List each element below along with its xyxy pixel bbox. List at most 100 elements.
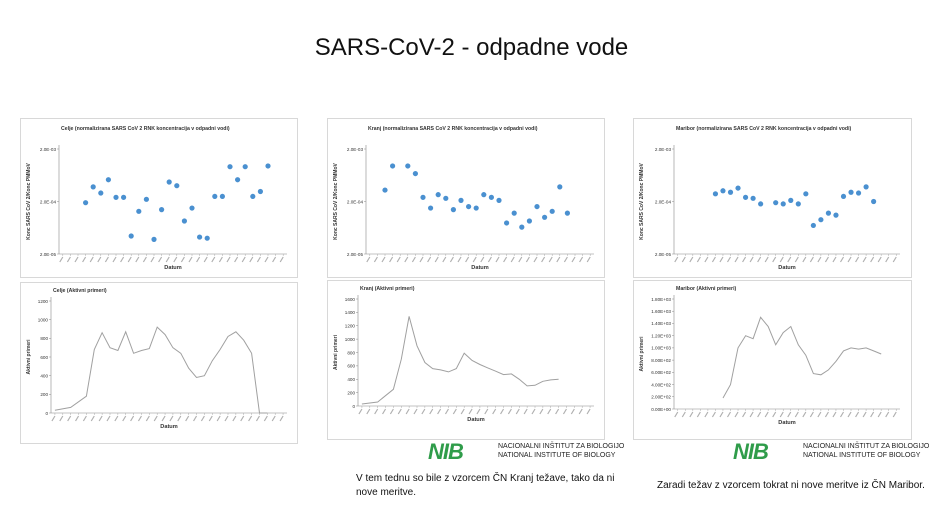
data-point <box>712 191 719 197</box>
x-tick-label <box>885 411 890 418</box>
x-tick-label <box>421 408 426 415</box>
data-point <box>250 193 256 200</box>
x-tick-label <box>839 256 845 263</box>
data-point <box>242 164 248 170</box>
x-tick-label <box>500 408 505 415</box>
x-tick-label <box>211 256 216 263</box>
x-tick-label <box>256 256 261 263</box>
x-tick-label <box>507 408 512 415</box>
y-tick-label: 2.0E-03 <box>655 147 672 152</box>
x-tick-label <box>114 415 119 422</box>
x-tick-label <box>757 256 762 263</box>
data-point <box>557 184 563 190</box>
nib-logo-kranj: NIB NACIONALNI INŠTITUT ZA BIOLOGIJO NAT… <box>428 440 628 464</box>
x-tick-label <box>742 411 747 418</box>
data-point <box>504 220 510 226</box>
data-point <box>488 194 494 200</box>
chart-title: Maribor (normalizirana SARS CoV 2 RNK ko… <box>676 126 852 132</box>
y-axis-label: Konc SARS CoV 2/Konc PMMoV <box>333 163 339 240</box>
celje-concentration-panel: Celje (normalizirana SARS CoV 2 RNK konc… <box>20 118 298 278</box>
x-tick-label <box>847 411 852 418</box>
x-tick-label <box>66 256 71 263</box>
x-tick-label <box>218 256 223 263</box>
x-tick-label <box>510 256 515 263</box>
x-tick-label <box>870 256 875 263</box>
y-tick-label: 1.60E+03 <box>651 309 671 314</box>
data-point <box>473 205 479 211</box>
x-tick-label <box>586 256 591 263</box>
data-point <box>189 205 195 211</box>
x-tick-label <box>547 408 552 415</box>
y-tick-label: 1200 <box>38 299 49 304</box>
y-axis-label: Aktivni primeri <box>26 339 32 375</box>
x-tick-label <box>539 408 544 415</box>
x-tick-label <box>185 415 190 422</box>
x-tick-label <box>203 256 208 263</box>
x-tick-label <box>742 256 747 263</box>
x-tick-label <box>832 411 837 418</box>
x-axis-label: Datum <box>778 420 795 426</box>
x-tick-label <box>726 411 732 418</box>
chart-title: Kranj (normalizirana SARS CoV 2 RNK konc… <box>368 126 538 132</box>
data-point <box>742 194 749 200</box>
note-kranj: V tem tednu so bile z vzorcem ČN Kranj t… <box>356 473 615 498</box>
x-tick-label <box>704 411 709 418</box>
data-point <box>83 200 89 206</box>
x-tick-label <box>885 256 890 263</box>
x-tick-label <box>476 408 481 415</box>
x-tick-label <box>59 256 64 263</box>
data-point <box>863 184 869 190</box>
x-tick-label <box>531 408 536 415</box>
data-point <box>390 163 396 169</box>
x-tick-label <box>779 411 784 418</box>
y-axis-label: Konc SARS CoV 2/Konc PMMoV <box>26 163 32 240</box>
y-tick-label: 1.40E+03 <box>651 321 671 326</box>
data-point <box>458 197 464 203</box>
data-point <box>818 217 824 223</box>
data-point <box>735 185 741 191</box>
nib-logo-line2: NATIONAL INSTITUTE OF BIOLOGY <box>803 452 921 459</box>
x-tick-label <box>82 415 87 422</box>
data-point <box>549 208 555 214</box>
y-tick-label: 2.0E-03 <box>347 147 364 152</box>
data-point <box>90 184 96 190</box>
kranj-concentration-panel: Kranj (normalizirana SARS CoV 2 RNK konc… <box>327 118 605 278</box>
x-tick-label <box>809 256 814 263</box>
x-tick-label <box>74 256 79 263</box>
x-tick-label <box>188 256 193 263</box>
x-tick-label <box>696 411 701 418</box>
x-tick-label <box>719 411 724 418</box>
nib-logo-maribor: NIB NACIONALNI INŠTITUT ZA BIOLOGIJO NAT… <box>733 440 933 464</box>
x-tick-label <box>571 256 576 263</box>
data-point <box>143 196 149 202</box>
x-tick-label <box>548 256 553 263</box>
data-point <box>810 222 816 229</box>
series-line <box>361 316 559 405</box>
x-tick-label <box>862 256 867 263</box>
data-point <box>466 203 472 210</box>
x-tick-label <box>169 415 174 422</box>
data-point <box>450 207 456 213</box>
x-axis-label: Datum <box>778 265 795 271</box>
x-tick-label <box>468 408 473 415</box>
data-point <box>219 193 225 200</box>
maribor-concentration-panel: Maribor (normalizirana SARS CoV 2 RNK ko… <box>633 118 912 278</box>
x-tick-label <box>817 411 822 418</box>
x-tick-label <box>681 411 686 418</box>
y-tick-label: 2.0E-05 <box>655 252 672 257</box>
x-tick-label <box>193 415 198 422</box>
x-tick-label <box>224 415 229 422</box>
x-tick-label <box>158 256 163 263</box>
x-tick-label <box>787 256 792 263</box>
x-tick-label <box>120 256 125 263</box>
x-tick-label <box>794 411 799 418</box>
x-tick-label <box>97 256 102 263</box>
data-point <box>428 205 434 211</box>
x-tick-label <box>161 415 166 422</box>
x-tick-label <box>51 415 56 422</box>
x-tick-label <box>460 408 465 415</box>
data-point <box>105 177 111 183</box>
data-point <box>788 197 794 203</box>
x-tick-label <box>75 415 80 422</box>
x-tick-label <box>495 256 500 263</box>
